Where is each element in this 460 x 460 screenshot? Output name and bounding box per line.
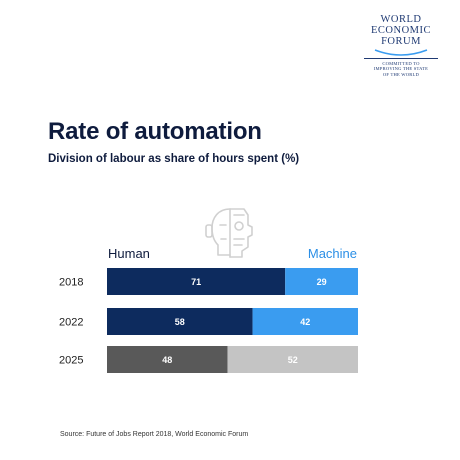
logo-arc-icon bbox=[374, 49, 428, 56]
value-label-human: 71 bbox=[191, 277, 201, 287]
logo-line-2: ECONOMIC bbox=[370, 25, 431, 36]
bar-machine-2022 bbox=[252, 308, 358, 335]
logo-line-1: WORLD bbox=[380, 14, 422, 25]
bar-human-2018 bbox=[107, 268, 286, 295]
value-label-human: 48 bbox=[162, 355, 172, 365]
value-label-machine: 42 bbox=[300, 317, 310, 327]
legend-human-label: Human bbox=[108, 246, 150, 261]
value-label-human: 58 bbox=[175, 317, 185, 327]
source-note: Source: Future of Jobs Report 2018, Worl… bbox=[60, 431, 249, 438]
chart-subtitle: Division of labour as share of hours spe… bbox=[48, 153, 300, 165]
human-robot-face-icon bbox=[205, 208, 253, 258]
value-label-machine: 52 bbox=[288, 355, 298, 365]
bar-human-2022 bbox=[107, 308, 253, 335]
bar-machine-2018 bbox=[285, 268, 358, 295]
chart-title: Rate of automation bbox=[48, 118, 262, 145]
logo-tagline-3: OF THE WORLD bbox=[382, 71, 420, 77]
logo-tagline-1: COMMITTED TO bbox=[382, 61, 420, 66]
logo-line-3: FORUM bbox=[381, 36, 421, 47]
bar-human-2025 bbox=[107, 346, 228, 373]
logo-tagline-2: IMPROVING THE STATE bbox=[373, 66, 429, 72]
year-label: 2025 bbox=[59, 355, 83, 367]
wef-logo: WORLD ECONOMIC FORUM COMMITTED TO IMPROV… bbox=[356, 14, 446, 77]
value-label-machine: 29 bbox=[317, 277, 327, 287]
year-label: 2018 bbox=[59, 277, 83, 289]
legend-machine-label: Machine bbox=[307, 246, 357, 261]
bar-machine-2025 bbox=[227, 346, 358, 373]
year-label: 2022 bbox=[59, 317, 83, 329]
logo-divider bbox=[364, 58, 438, 59]
